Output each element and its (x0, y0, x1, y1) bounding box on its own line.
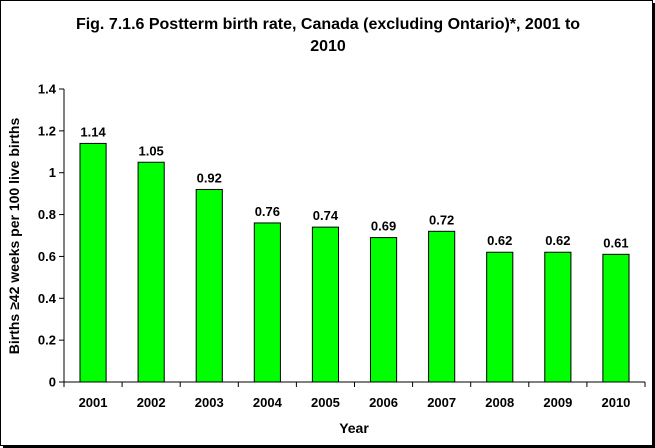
data-label-2008: 0.62 (487, 233, 512, 248)
data-label-2006: 0.69 (371, 219, 396, 234)
bar-2004 (253, 222, 281, 383)
bar-2001 (79, 142, 107, 383)
data-label-2002: 1.05 (138, 143, 163, 158)
x-tick-label-2002: 2002 (137, 395, 166, 410)
bar-2009 (544, 251, 572, 383)
bar-2008 (486, 251, 514, 383)
bar-2007 (428, 230, 456, 383)
y-tick-label: 1 (49, 165, 56, 180)
y-axis-title: Births ≥42 weeks per 100 live births (6, 118, 22, 355)
chart-title-line-2: 2010 (310, 38, 346, 55)
bar-2002 (137, 161, 165, 383)
data-label-2003: 0.92 (197, 170, 222, 185)
x-tick-label-2009: 2009 (543, 395, 572, 410)
bar-2006 (369, 237, 398, 383)
y-tick-label: 0.6 (38, 249, 56, 264)
x-tick-label-2001: 2001 (79, 395, 108, 410)
data-label-2010: 0.61 (603, 235, 628, 250)
x-axis-title: Year (339, 420, 369, 436)
bar-2010 (602, 253, 630, 383)
x-tick-label-2010: 2010 (601, 395, 630, 410)
data-label-2001: 1.14 (80, 124, 106, 139)
y-tick-label: 0.2 (38, 333, 56, 348)
data-label-2005: 0.74 (313, 208, 339, 223)
data-label-2004: 0.76 (255, 204, 280, 219)
x-tick-label-2005: 2005 (311, 395, 340, 410)
y-tick-label: 1.2 (38, 123, 56, 138)
plot-area: 0 0.2 0.4 0.6 0.8 1 1.2 1.4 1.14 2001 1.05 2002 0.92… (38, 82, 646, 410)
data-label-2009: 0.62 (545, 233, 570, 248)
y-tick-label: 0.8 (38, 207, 56, 222)
x-tick-label-2006: 2006 (369, 395, 398, 410)
x-tick-label-2003: 2003 (195, 395, 224, 410)
x-tick-label-2004: 2004 (253, 395, 283, 410)
y-tick-label: 0 (49, 375, 56, 390)
chart-title-line-1: Fig. 7.1.6 Postterm birth rate, Canada (… (76, 16, 580, 33)
y-tick-label: 0.4 (38, 291, 57, 306)
y-tick-label: 1.4 (38, 82, 57, 97)
x-tick-label-2008: 2008 (485, 395, 514, 410)
bar-2003 (195, 188, 223, 383)
x-tick-label-2007: 2007 (427, 395, 456, 410)
data-label-2007: 0.72 (429, 212, 454, 227)
bar-2005 (311, 226, 340, 383)
